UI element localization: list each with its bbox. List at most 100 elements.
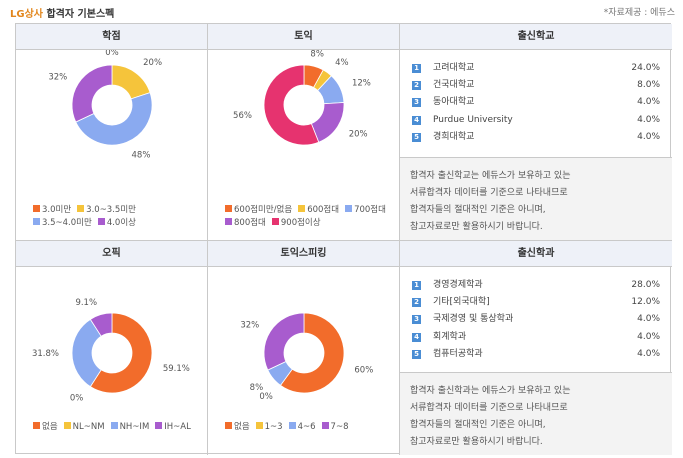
pie-slice — [89, 312, 153, 394]
slice-value-label: 20% — [349, 129, 368, 139]
pie-slice — [71, 64, 113, 123]
gpa-pie-chart: 0% 20% 48% 32% — [48, 50, 162, 160]
list-item: 2 기타[외국대학] 12.0% — [412, 294, 660, 311]
item-value: 4.0% — [637, 348, 660, 359]
rank-badge: 1 — [412, 281, 421, 290]
legend-swatch — [298, 205, 306, 212]
spec-grid: 학점 0% 20% 48% 32% 3.0미만 3.0~3.5미만3.5~4.0미만 4.… — [15, 23, 672, 455]
toeic-legend: 600점미만/없음 600점대 700점대 800점대 900점이상 — [225, 204, 395, 230]
slice-value-label: 48% — [132, 150, 151, 160]
item-name: 컴퓨터공학과 — [433, 348, 483, 359]
list-item: 4 Purdue University 4.0% — [412, 112, 660, 129]
page-header: LG상사 합격자 기본스펙 *자료제공 : 에듀스 — [0, 0, 683, 22]
pie-slice — [263, 312, 305, 371]
legend-swatch — [97, 218, 105, 225]
item-value: 4.0% — [637, 97, 660, 108]
list-item: 1 경영경제학과 28.0% — [412, 277, 660, 294]
legend-label: 없음 — [42, 422, 58, 432]
legend-item: 없음 — [225, 421, 250, 434]
legend-swatch — [110, 422, 118, 429]
slice-value-label: 31.8% — [32, 349, 59, 359]
legend-item: NH~IM — [110, 421, 149, 434]
legend-item: 3.0미만 — [33, 204, 71, 217]
legend-item: 7~8 — [321, 421, 349, 434]
rank-badge: 2 — [412, 81, 421, 91]
school-list: 1 고려대학교 24.0% 2 건국대학교 8.0% 3 동아대학교 4.0% 4 Purdue U… — [412, 60, 660, 146]
item-value: 24.0% — [631, 63, 660, 73]
note-line: 서류합격자 데이터를 기준으로 나타내므로 — [410, 188, 568, 198]
source-credit: *자료제공 : 에듀스 — [603, 8, 675, 18]
legend-label: 3.0미만 — [42, 205, 72, 215]
slice-value-label: 60% — [354, 365, 373, 375]
list-item: 4 회계학과 4.0% — [412, 329, 660, 346]
item-value: 8.0% — [637, 80, 660, 91]
school-title: 출신학교 — [400, 24, 672, 50]
legend-label: NL~NM — [72, 422, 105, 432]
item-value: 28.0% — [631, 280, 660, 290]
legend-item: 800점대 — [225, 217, 266, 230]
major-note: 합격자 출신학과는 에듀스가 보유하고 있는 서류합격자 데이터를 기준으로 나타… — [400, 372, 672, 455]
legend-item: 없음 — [33, 421, 58, 434]
legend-swatch — [321, 422, 329, 429]
slice-value-label: 8% — [250, 383, 264, 393]
legend-label: 없음 — [234, 422, 250, 432]
opic-legend: 없음 NL~NM NH~IM IH~AL — [33, 421, 203, 434]
pie-slice — [71, 318, 102, 388]
legend-label: 3.5~4.0미만 — [42, 218, 92, 228]
gpa-panel: 학점 0% 20% 48% 32% 3.0미만 3.0~3.5미만 3.5~4.0미만 4.… — [16, 24, 208, 241]
item-name: Purdue University — [433, 114, 513, 125]
legend-label: 4.0이상 — [106, 218, 136, 228]
legend-label: 3.0~3.5미만 — [86, 205, 136, 215]
item-name: 회계학과 — [433, 331, 467, 342]
list-item: 3 국제경영 및 통상학과 4.0% — [412, 311, 660, 328]
note-line: 서류합격자 데이터를 기준으로 나타내므로 — [410, 403, 568, 413]
legend-swatch — [225, 422, 232, 429]
item-name: 경영경제학과 — [433, 280, 483, 290]
legend-item: 900점이상 — [271, 217, 321, 230]
rank-badge: 5 — [412, 132, 421, 142]
legend-label: IH~AL — [164, 422, 191, 432]
slice-value-label: 9.1% — [75, 298, 97, 308]
item-name: 경희대학교 — [433, 131, 475, 142]
rank-badge: 5 — [412, 349, 421, 359]
legend-item: 3.5~4.0미만 — [33, 217, 92, 230]
legend-label: 800점대 — [234, 218, 266, 228]
legend-swatch — [345, 205, 353, 212]
item-name: 기타[외국대학] — [433, 297, 490, 308]
rank-badge: 4 — [412, 332, 421, 342]
legend-label: 900점이상 — [280, 218, 321, 228]
opic-panel: 오픽 59.1% 0% 31.8% 9.1% 없음 NL~NM NH~IM IH~AL — [16, 241, 208, 455]
legend-swatch — [225, 218, 232, 225]
item-value: 4.0% — [637, 114, 660, 125]
school-note: 합격자 출신학교는 에듀스가 보유하고 있는 서류합격자 데이터를 기준으로 나타… — [400, 157, 672, 240]
legend-item: 4~6 — [288, 421, 316, 434]
toeic-pie-chart: 8% 4%12% 20% 56% — [233, 50, 371, 146]
company-name: LG상사 — [10, 9, 43, 20]
legend-item: NL~NM — [63, 421, 105, 434]
item-value: 4.0% — [637, 314, 660, 325]
opic-title: 오픽 — [16, 241, 207, 267]
legend-swatch — [33, 205, 40, 212]
slice-value-label: 8% — [310, 50, 324, 60]
note-line: 합격자들의 절대적인 기준은 아니며, — [410, 420, 546, 430]
slice-value-label: 32% — [240, 321, 259, 331]
toeic-speaking-pie-chart: 60% 0%8% 32% — [240, 312, 373, 402]
pie-slice — [75, 92, 153, 146]
pie-slice — [111, 64, 151, 100]
item-name: 건국대학교 — [433, 80, 475, 91]
slice-value-label: 20% — [143, 58, 162, 68]
legend-label: 600점대 — [307, 205, 340, 215]
rank-badge: 4 — [412, 115, 421, 125]
legend-label: 7~8 — [330, 422, 349, 432]
toeic-panel: 토익 8% 4% 12% 20% 56% 600점미만/없음 600점대 700점대 800점… — [208, 24, 400, 241]
slice-value-label: 32% — [48, 73, 67, 83]
slice-value-label: 0% — [259, 392, 273, 402]
toeic-speaking-title: 토익스피킹 — [208, 241, 399, 267]
list-item: 5 컴퓨터공학과 4.0% — [412, 346, 660, 363]
legend-swatch — [288, 422, 296, 429]
legend-label: 1~3 — [264, 422, 283, 432]
page-title: LG상사 합격자 기본스펙 — [10, 5, 114, 20]
major-list: 1 경영경제학과 28.0% 2 기타[외국대학] 12.0% 3 국제경영 및 통상학과 4.… — [412, 277, 660, 363]
title-text: 합격자 기본스펙 — [46, 9, 115, 20]
major-panel: 출신학과 1 경영경제학과 28.0% 2 기타[외국대학] 12.0% 3 국제경영 및 통… — [400, 241, 672, 455]
